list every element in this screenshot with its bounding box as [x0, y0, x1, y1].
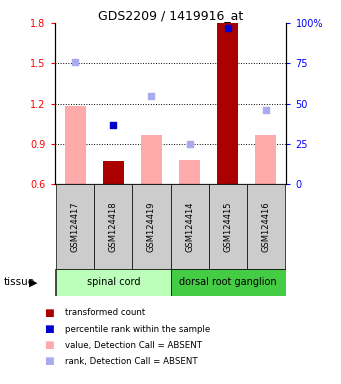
- Bar: [179, 160, 200, 184]
- Text: percentile rank within the sample: percentile rank within the sample: [65, 324, 210, 334]
- Bar: [247, 184, 284, 269]
- Text: GSM124414: GSM124414: [185, 201, 194, 252]
- Text: GSM124416: GSM124416: [261, 201, 270, 252]
- Text: GSM124419: GSM124419: [147, 201, 156, 252]
- Bar: [141, 135, 162, 184]
- Text: spinal cord: spinal cord: [87, 277, 140, 287]
- Title: GDS2209 / 1419916_at: GDS2209 / 1419916_at: [98, 9, 243, 22]
- Bar: [217, 23, 238, 184]
- Bar: [208, 184, 247, 269]
- Point: [149, 93, 154, 99]
- Bar: [57, 269, 170, 296]
- Text: ▶: ▶: [29, 277, 38, 287]
- Text: dorsal root ganglion: dorsal root ganglion: [179, 277, 276, 287]
- Bar: [103, 161, 124, 184]
- Text: ■: ■: [44, 356, 54, 366]
- Bar: [94, 184, 133, 269]
- Point: [225, 25, 230, 31]
- Text: tissue: tissue: [3, 277, 34, 287]
- Text: GSM124418: GSM124418: [109, 201, 118, 252]
- Text: ■: ■: [44, 340, 54, 350]
- Point: [187, 141, 192, 147]
- Point: [263, 107, 268, 113]
- Bar: [65, 106, 86, 184]
- Text: rank, Detection Call = ABSENT: rank, Detection Call = ABSENT: [65, 357, 197, 366]
- Text: GSM124415: GSM124415: [223, 201, 232, 252]
- Text: value, Detection Call = ABSENT: value, Detection Call = ABSENT: [65, 341, 202, 350]
- Text: ■: ■: [44, 308, 54, 318]
- Bar: [170, 269, 286, 296]
- Text: transformed count: transformed count: [65, 308, 145, 318]
- Bar: [170, 184, 208, 269]
- Text: ■: ■: [44, 324, 54, 334]
- Point: [73, 59, 78, 65]
- Text: GSM124417: GSM124417: [71, 201, 80, 252]
- Point: [111, 122, 116, 128]
- Bar: [255, 135, 276, 184]
- Bar: [133, 184, 170, 269]
- Bar: [57, 184, 94, 269]
